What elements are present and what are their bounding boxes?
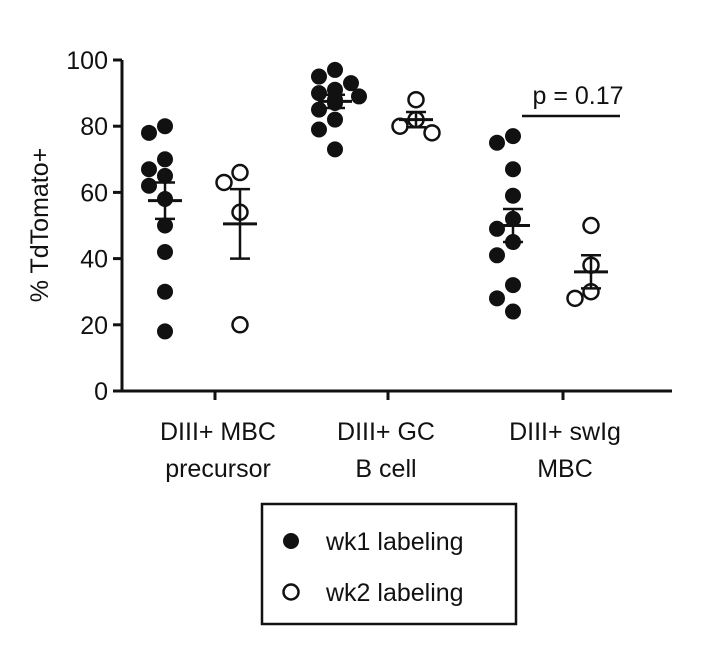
- data-point-filled: [351, 88, 367, 105]
- data-point-filled: [157, 167, 173, 184]
- legend-label: wk2 labeling: [325, 579, 464, 607]
- data-point-filled: [157, 151, 173, 168]
- data-point-open: [231, 163, 249, 182]
- p-value-label: p = 0.17: [532, 82, 623, 110]
- data-point-filled: [157, 283, 173, 300]
- data-point-filled: [141, 124, 157, 141]
- series-2-group-1: [215, 163, 257, 334]
- data-point-filled: [505, 161, 521, 178]
- y-tick-label: 40: [80, 246, 108, 274]
- data-point-filled: [311, 121, 327, 138]
- data-point-filled: [157, 243, 173, 260]
- data-point-filled: [327, 111, 343, 128]
- data-point-open: [582, 216, 600, 235]
- x-tick-label: DIII+ swIg: [509, 418, 621, 446]
- data-point-open: [566, 289, 584, 308]
- data-point-filled: [327, 141, 343, 158]
- data-point-filled: [157, 118, 173, 135]
- series-2-group-3: [566, 216, 608, 308]
- x-tick-label: DIII+ MBC: [160, 418, 276, 446]
- legend: wk1 labeling wk2 labeling: [260, 502, 518, 626]
- legend-marker-filled: [283, 533, 299, 549]
- data-point-filled: [141, 177, 157, 194]
- data-point-filled: [505, 187, 521, 204]
- data-point-filled: [489, 134, 505, 151]
- data-point-filled: [505, 303, 521, 320]
- x-tick-label: DIII+ GC: [337, 418, 435, 446]
- x-axis: DIII+ MBC precursor DIII+ GC B cell DIII+ sw…: [122, 389, 672, 483]
- data-point-filled: [489, 220, 505, 237]
- data-point-open: [231, 316, 249, 334]
- legend-marker-open: [282, 583, 300, 601]
- data-point-open: [423, 124, 441, 142]
- series-1-group-1: [141, 118, 182, 340]
- y-tick-label: 60: [80, 179, 108, 207]
- data-point-filled: [327, 61, 343, 78]
- legend-label: wk1 labeling: [325, 528, 464, 556]
- data-point-filled: [311, 68, 327, 85]
- data-point-filled: [343, 75, 359, 92]
- y-tick-label: 0: [94, 378, 108, 406]
- x-tick-label: B cell: [355, 455, 416, 483]
- y-axis: 0 20 40 60 80 100: [66, 47, 124, 406]
- data-point-open: [407, 90, 425, 109]
- data-point-filled: [311, 101, 327, 118]
- data-point-filled: [489, 247, 505, 264]
- x-tick-label: MBC: [537, 455, 593, 483]
- legend-box: [260, 502, 518, 626]
- y-tick-label: 80: [80, 113, 108, 141]
- data-marks: [141, 61, 608, 340]
- y-axis-label: % TdTomato+: [26, 148, 54, 302]
- y-tick-label: 20: [80, 312, 108, 340]
- p-value-annotation: p = 0.17: [522, 82, 624, 118]
- data-point-filled: [157, 217, 173, 234]
- series-1-group-2: [311, 61, 367, 158]
- x-tick-label: precursor: [165, 455, 271, 483]
- series-2-group-2: [391, 90, 441, 142]
- data-point-filled: [311, 85, 327, 102]
- data-point-filled: [141, 161, 157, 178]
- data-point-filled: [505, 277, 521, 294]
- data-point-filled: [505, 128, 521, 145]
- data-point-open: [215, 173, 233, 192]
- series-1-group-3: [489, 128, 530, 320]
- data-point-filled: [157, 323, 173, 340]
- data-point-filled: [489, 290, 505, 307]
- y-tick-label: 100: [66, 47, 108, 75]
